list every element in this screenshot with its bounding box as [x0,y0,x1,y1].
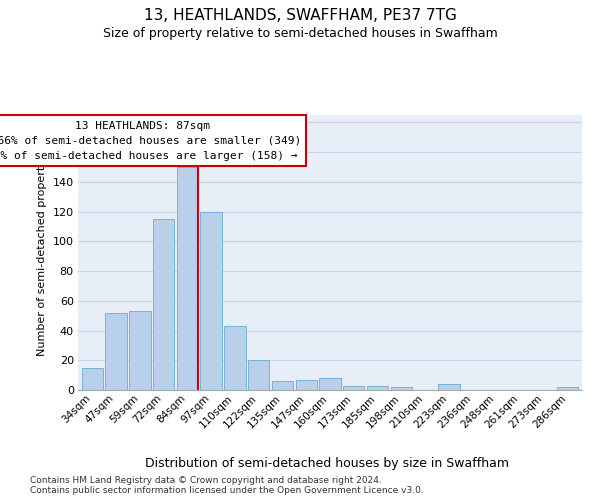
Text: 13, HEATHLANDS, SWAFFHAM, PE37 7TG: 13, HEATHLANDS, SWAFFHAM, PE37 7TG [143,8,457,22]
Text: 13 HEATHLANDS: 87sqm
← 66% of semi-detached houses are smaller (349)
30% of semi: 13 HEATHLANDS: 87sqm ← 66% of semi-detac… [0,121,301,160]
Bar [367,386,388,390]
Text: Distribution of semi-detached houses by size in Swaffham: Distribution of semi-detached houses by … [145,458,509,470]
Bar [319,378,341,390]
Bar [129,311,151,390]
Bar [438,384,460,390]
Bar [272,381,293,390]
Bar [200,212,222,390]
Bar [296,380,317,390]
Bar [248,360,269,390]
Bar [82,368,103,390]
Text: Size of property relative to semi-detached houses in Swaffham: Size of property relative to semi-detach… [103,28,497,40]
Bar [153,219,174,390]
Bar [343,386,364,390]
Bar [176,167,198,390]
Bar [557,387,578,390]
Y-axis label: Number of semi-detached properties: Number of semi-detached properties [37,150,47,356]
Bar [391,387,412,390]
Bar [106,312,127,390]
Bar [224,326,245,390]
Text: Contains HM Land Registry data © Crown copyright and database right 2024.
Contai: Contains HM Land Registry data © Crown c… [30,476,424,495]
